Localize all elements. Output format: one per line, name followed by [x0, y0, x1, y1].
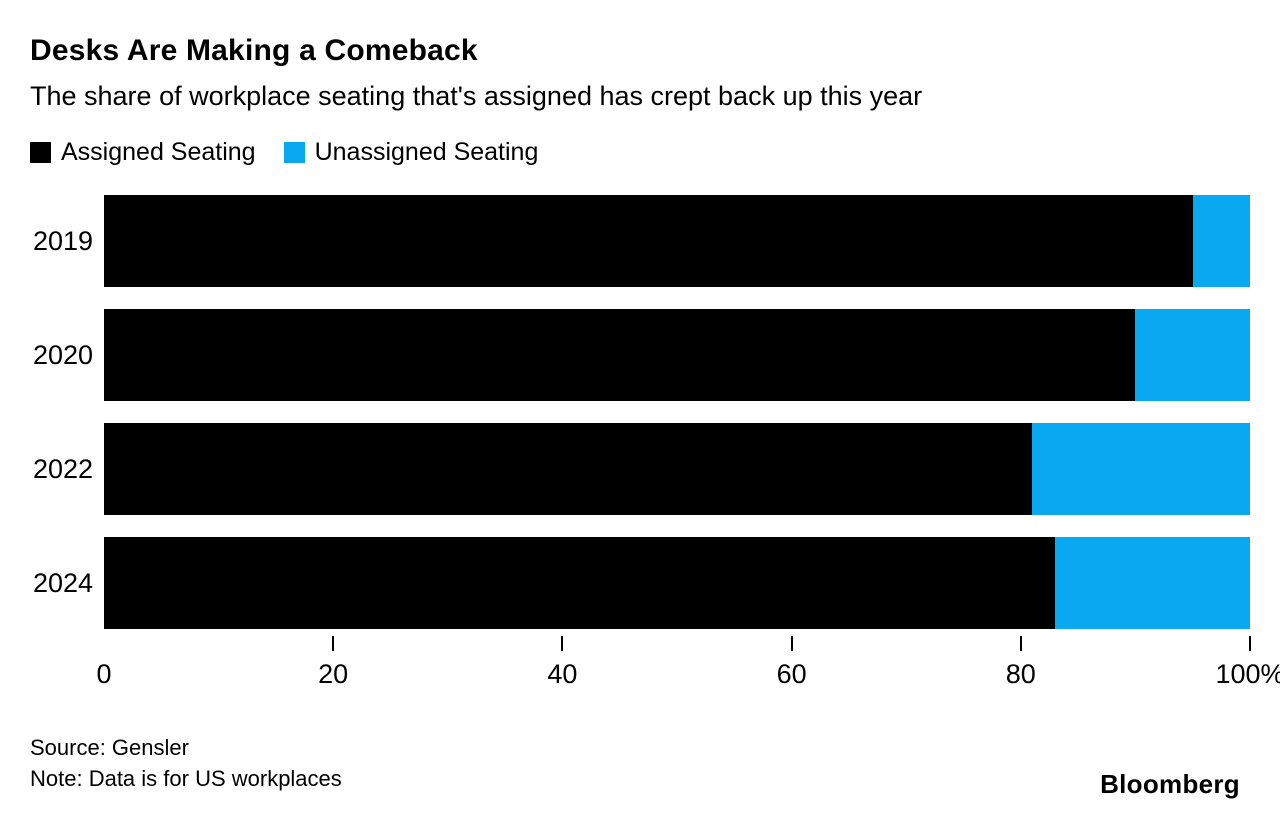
chart-row: 2020 — [30, 309, 1250, 401]
axis-tick-label: 100% — [1215, 659, 1280, 689]
bar-segment — [1192, 195, 1250, 287]
legend-swatch-icon — [283, 142, 305, 163]
bar-segment — [1055, 537, 1250, 629]
chart-rows: 2019 2020 2022 2024 — [30, 195, 1250, 629]
source-note: Source: Gensler — [30, 735, 189, 760]
row-label: 2020 — [33, 339, 94, 370]
stacked-bar — [104, 195, 1250, 287]
bar-segment — [104, 423, 1033, 515]
legend-item: Unassigned Seating — [283, 138, 539, 167]
chart-title: Desks Are Making a Comeback — [30, 34, 478, 67]
x-axis: 0 20 40 60 80 100% — [96, 636, 1280, 691]
stacked-bar — [104, 423, 1250, 515]
legend-swatch-icon — [30, 142, 51, 163]
stacked-bar — [104, 309, 1250, 401]
bar-segment — [1135, 309, 1250, 401]
axis-tick — [332, 636, 335, 651]
x-axis-ticks — [104, 636, 1251, 657]
axis-tick — [790, 636, 793, 651]
axis-tick — [1249, 636, 1251, 651]
bar-segment — [1032, 423, 1250, 515]
axis-tick-label: 0 — [96, 659, 112, 689]
stacked-bar — [104, 537, 1250, 629]
axis-tick — [1019, 636, 1022, 651]
stacked-bar-chart: 2019 2020 2022 2024 0 20 40 60 80 100% — [30, 195, 1280, 691]
chart-legend: Assigned Seating Unassigned Seating — [30, 138, 1250, 167]
row-label: 2022 — [33, 453, 94, 484]
chart-row: 2019 — [30, 195, 1250, 287]
row-label: 2019 — [33, 225, 94, 256]
bar-segment — [104, 309, 1136, 401]
legend-item: Assigned Seating — [30, 138, 256, 167]
bar-segment — [104, 195, 1193, 287]
legend-label: Unassigned Seating — [314, 138, 539, 166]
bloomberg-logo: Bloomberg — [1100, 769, 1240, 799]
axis-tick-label: 20 — [318, 659, 349, 689]
x-axis-labels: 0 20 40 60 80 100% — [96, 659, 1280, 691]
chart-row: 2022 — [30, 423, 1250, 515]
bar-segment — [104, 537, 1056, 629]
axis-tick-label: 40 — [547, 659, 578, 689]
chart-row: 2024 — [30, 537, 1250, 629]
chart-subtitle: The share of workplace seating that's as… — [30, 81, 923, 111]
axis-tick-label: 80 — [1005, 659, 1036, 689]
axis-tick — [561, 636, 564, 651]
row-label: 2024 — [33, 567, 94, 598]
axis-tick-label: 60 — [776, 659, 807, 689]
legend-label: Assigned Seating — [61, 138, 256, 166]
chart-footer: Source: Gensler Note: Data is for US wor… — [30, 733, 1250, 795]
data-note: Note: Data is for US workplaces — [30, 765, 342, 791]
